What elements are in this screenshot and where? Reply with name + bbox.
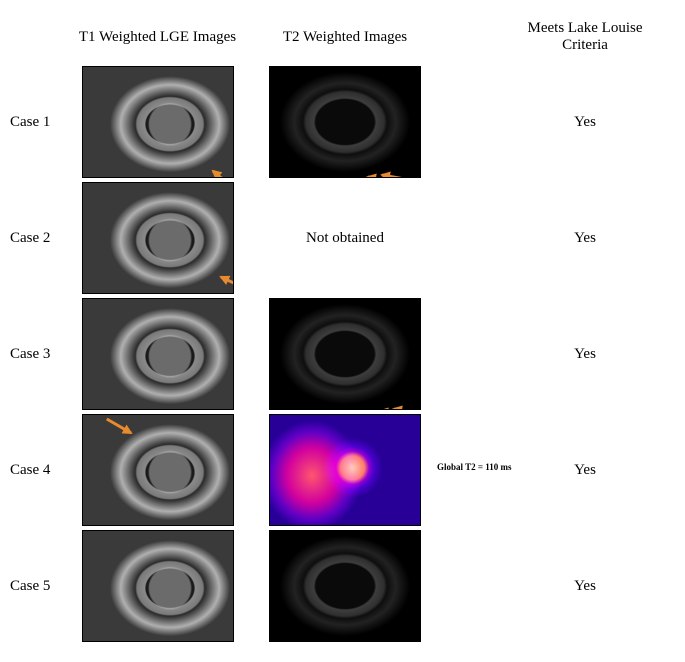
criteria-value: Yes xyxy=(505,578,665,595)
row-label: Case 2 xyxy=(10,230,70,247)
t1-cell xyxy=(70,182,245,294)
row-label: Case 4 xyxy=(10,462,70,479)
t1-cell xyxy=(70,530,245,642)
col-header-t1: T1 Weighted LGE Images xyxy=(70,29,245,54)
t1-image xyxy=(82,66,234,178)
annot-cell xyxy=(445,182,505,294)
t1-cell xyxy=(70,66,245,178)
t2-cell: Not obtained xyxy=(245,230,445,247)
t2-cell xyxy=(245,298,445,410)
t2-cell xyxy=(245,414,445,526)
criteria-value: Yes xyxy=(505,230,665,247)
t1-cell xyxy=(70,414,245,526)
annot-cell xyxy=(445,66,505,178)
t1-image xyxy=(82,298,234,410)
t1-image xyxy=(82,530,234,642)
t1-image xyxy=(82,414,234,526)
criteria-value: Yes xyxy=(505,462,665,479)
row-label: Case 1 xyxy=(10,114,70,131)
row-label: Case 5 xyxy=(10,578,70,595)
global-t2-annotation: Global T2 = 110 ms xyxy=(437,462,511,472)
t2-cell xyxy=(245,66,445,178)
criteria-value: Yes xyxy=(505,346,665,363)
annot-cell xyxy=(445,298,505,410)
t2-image xyxy=(269,66,421,178)
t2-image xyxy=(269,530,421,642)
col-header-criteria: Meets Lake Louise Criteria xyxy=(505,20,665,62)
not-obtained-text: Not obtained xyxy=(306,230,384,247)
t2-cell xyxy=(245,530,445,642)
row-label: Case 3 xyxy=(10,346,70,363)
t1-cell xyxy=(70,298,245,410)
annot-cell: Global T2 = 110 ms xyxy=(445,414,505,526)
col-header-t2: T2 Weighted Images xyxy=(245,29,445,54)
figure-grid: T1 Weighted LGE Images T2 Weighted Image… xyxy=(10,20,675,642)
t2-image xyxy=(269,298,421,410)
t2-image xyxy=(269,414,421,526)
t1-image xyxy=(82,182,234,294)
annot-cell xyxy=(445,530,505,642)
criteria-value: Yes xyxy=(505,114,665,131)
